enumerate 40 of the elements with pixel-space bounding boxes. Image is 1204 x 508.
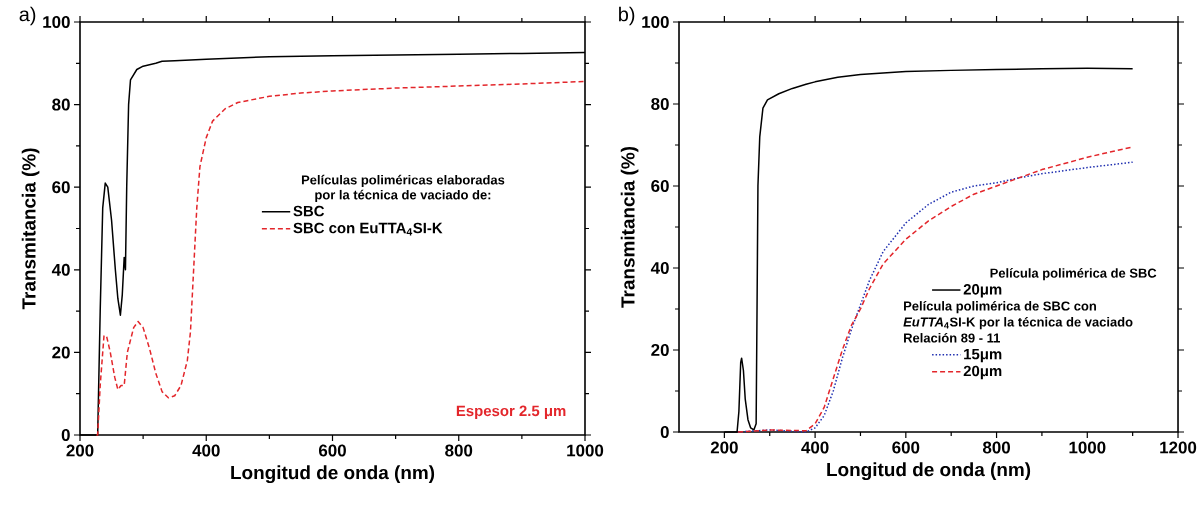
legend-title: Película polimérica de SBC [990,268,1157,281]
x-tick-label: 400 [801,441,829,454]
x-tick-label: 600 [318,444,346,457]
annotation: EuTTA$_{4}$SI-K por la técnica de vaciado [903,316,1133,330]
annotation: Espesor 2.5 μm [456,405,566,420]
y-axis-title: Transmitancia (%) [21,148,40,310]
y-tick-label: 60 [651,180,669,192]
y-tick-label: 40 [650,262,669,274]
annotation: Película polimérica de SBC con [904,300,1096,314]
x-tick-label: 800 [445,444,473,457]
y-tick-label: 0 [61,429,70,441]
y-tick-label: 40 [51,263,70,276]
y-tick-label: 60 [52,181,70,194]
chart-title: a) [19,6,36,26]
x-tick-label: 1000 [567,444,604,457]
x-tick-label: 200 [710,441,738,454]
legend-label: SBC [293,205,325,217]
y-tick-label: 100 [43,16,70,28]
legend-title: Películas poliméricas elaboradas por la técnica de vaciado de: [301,174,505,202]
x-tick-label: 800 [982,441,1010,454]
y-tick-label: 100 [642,16,669,28]
y-tick-label: 80 [651,98,669,110]
legend-label: 15μm [964,348,1002,363]
y-tick-label: 20 [651,344,669,356]
legend-label: 20μm [963,365,1002,380]
x-tick-label: 1200 [1160,441,1197,454]
y-axis-title: Transmitancia (%) [620,146,639,308]
x-tick-label: 400 [192,444,220,457]
legend-label: 20μm [963,284,1002,298]
x-axis-title: Longitud de onda (nm) [827,462,1031,481]
x-tick-label: 1000 [1069,441,1106,454]
x-axis-title: Longitud de onda (nm) [231,465,435,484]
x-tick-label: 600 [892,441,920,454]
y-tick-label: 20 [52,346,70,359]
x-tick-label: 200 [66,444,94,457]
annotation: Relación 89 - 11 [904,332,1000,343]
legend-label: SBC con EuTTA$_{4}$SI-K [293,222,443,236]
y-tick-label: 0 [660,426,669,438]
y-tick-label: 80 [52,98,70,111]
chart-title: b) [619,6,635,26]
